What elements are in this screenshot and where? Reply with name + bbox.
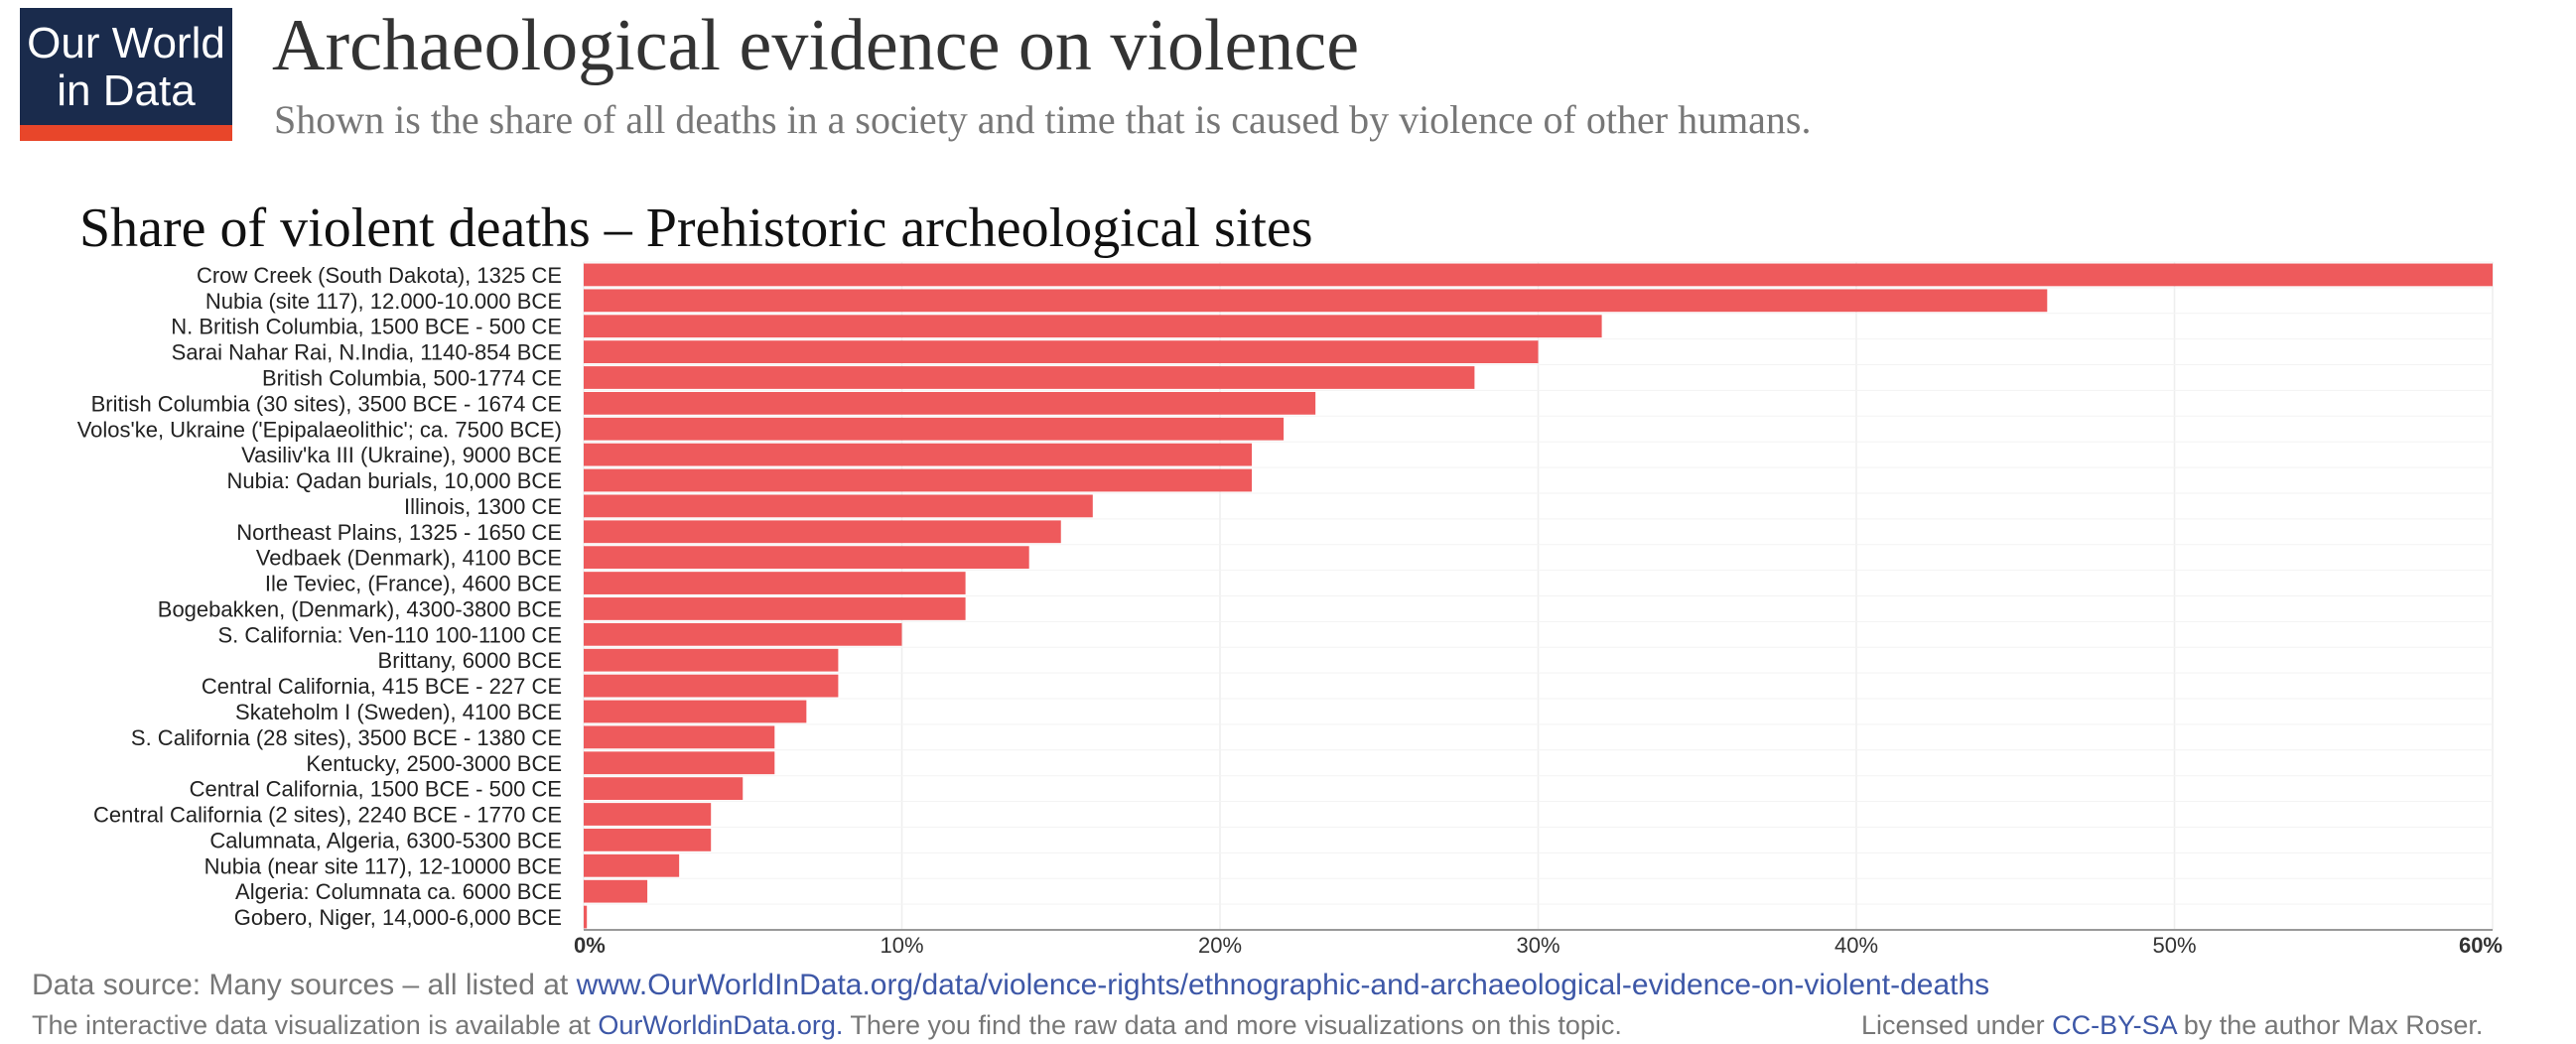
y-tick-label: Volos'ke, Ukraine ('Epipalaeolithic'; ca… <box>77 417 562 442</box>
logo[interactable]: Our World in Data <box>20 8 232 141</box>
bar <box>584 520 1061 544</box>
y-tick-label: S. California (28 sites), 3500 BCE - 138… <box>131 725 562 750</box>
bar <box>584 829 712 851</box>
y-tick-label: N. British Columbia, 1500 BCE - 500 CE <box>171 315 562 339</box>
bar <box>584 725 775 749</box>
y-tick-label: S. California: Ven-110 100-1100 CE <box>217 622 562 647</box>
bar <box>584 777 744 801</box>
y-tick-label: Vasiliv'ka III (Ukraine), 9000 BCE <box>241 443 562 467</box>
bar <box>584 622 902 646</box>
bar <box>584 700 807 723</box>
bar <box>584 803 712 826</box>
y-tick-label: Central California, 415 BCE - 227 CE <box>202 674 562 699</box>
x-tick-label: 60% <box>2459 933 2503 958</box>
bar <box>584 648 839 672</box>
y-tick-label: Sarai Nahar Rai, N.India, 1140-854 BCE <box>172 340 562 365</box>
bar <box>584 417 1285 441</box>
source-prefix: Data source: Many sources – all listed a… <box>32 969 577 1001</box>
bar <box>584 572 966 594</box>
y-tick-label: Northeast Plains, 1325 - 1650 CE <box>236 520 562 545</box>
bar <box>584 468 1253 492</box>
note-suffix: There you find the raw data and more vis… <box>843 1010 1621 1040</box>
bar <box>584 366 1475 389</box>
y-tick-label: Skateholm I (Sweden), 4100 BCE <box>235 700 562 724</box>
x-tick-label: 20% <box>1198 933 1242 958</box>
bar <box>584 905 588 929</box>
y-tick-label: Illinois, 1300 CE <box>404 494 562 519</box>
bar <box>584 751 775 775</box>
bar <box>584 315 1602 338</box>
source-note: Data source: Many sources – all listed a… <box>32 969 1989 1001</box>
x-tick-label: 10% <box>880 933 923 958</box>
logo-text: in Data <box>57 66 196 115</box>
logo-text: Our World <box>27 19 225 67</box>
plot: 0% 10% 20% 30% 40% 50% 60% Crow Creek (South Da… <box>77 261 2503 958</box>
bar <box>584 443 1253 466</box>
y-tick-label: Ile Teviec, (France), 4600 BCE <box>265 572 562 596</box>
chart-title: Share of violent deaths – Prehistoric ar… <box>79 197 1313 259</box>
bar <box>584 340 1539 363</box>
license-link[interactable]: CC-BY-SA <box>2052 1010 2178 1040</box>
bar <box>584 263 2493 287</box>
x-tick-label: 40% <box>1834 933 1878 958</box>
bar <box>584 546 1029 570</box>
y-tick-label: Algeria: Columnata ca. 6000 BCE <box>235 879 562 904</box>
y-tick-label: British Columbia (30 sites), 3500 BCE - … <box>91 391 562 416</box>
bar <box>584 853 680 877</box>
page-subtitle: Shown is the share of all deaths in a so… <box>274 97 1812 142</box>
y-tick-label: Central California, 1500 BCE - 500 CE <box>190 777 562 802</box>
bar <box>584 674 839 698</box>
y-tick-label: Bogebakken, (Denmark), 4300-3800 BCE <box>158 596 562 621</box>
bar <box>584 879 648 903</box>
x-tick-label: 30% <box>1516 933 1559 958</box>
y-tick-label: Crow Creek (South Dakota), 1325 CE <box>197 263 562 288</box>
y-tick-label: Gobero, Niger, 14,000-6,000 BCE <box>234 905 562 930</box>
y-tick-label: Nubia (site 117), 12.000-10.000 BCE <box>205 289 562 314</box>
bar <box>584 289 2048 313</box>
y-tick-label: Calumnata, Algeria, 6300-5300 BCE <box>209 828 562 852</box>
bar <box>584 391 1316 415</box>
license-note: Licensed under CC-BY-SA by the author Ma… <box>1861 1010 2483 1040</box>
page-title: Archaeological evidence on violence <box>272 5 1359 86</box>
x-tick-label: 50% <box>2152 933 2196 958</box>
y-tick-label: British Columbia, 500-1774 CE <box>262 365 562 390</box>
license-suffix: by the author Max Roser. <box>2176 1010 2483 1040</box>
source-link[interactable]: www.OurWorldInData.org/data/violence-rig… <box>576 969 1990 1001</box>
bar <box>584 597 966 620</box>
y-tick-label: Brittany, 6000 BCE <box>378 648 562 673</box>
logo-stripe <box>20 125 232 141</box>
note-prefix: The interactive data visualization is av… <box>32 1010 598 1040</box>
y-tick-label: Nubia: Qadan burials, 10,000 BCE <box>226 468 562 493</box>
y-tick-label: Kentucky, 2500-3000 BCE <box>306 751 562 776</box>
y-tick-label: Central California (2 sites), 2240 BCE -… <box>93 803 562 828</box>
x-tick-label: 0% <box>574 933 606 958</box>
y-tick-label: Nubia (near site 117), 12-10000 BCE <box>204 853 562 878</box>
bar <box>584 494 1093 518</box>
note-link[interactable]: OurWorldinData.org. <box>598 1010 843 1040</box>
logo-background <box>20 8 232 131</box>
y-tick-label: Vedbaek (Denmark), 4100 BCE <box>256 546 562 571</box>
license-prefix: Licensed under <box>1861 1010 2052 1040</box>
footer-note: The interactive data visualization is av… <box>32 1010 1622 1040</box>
